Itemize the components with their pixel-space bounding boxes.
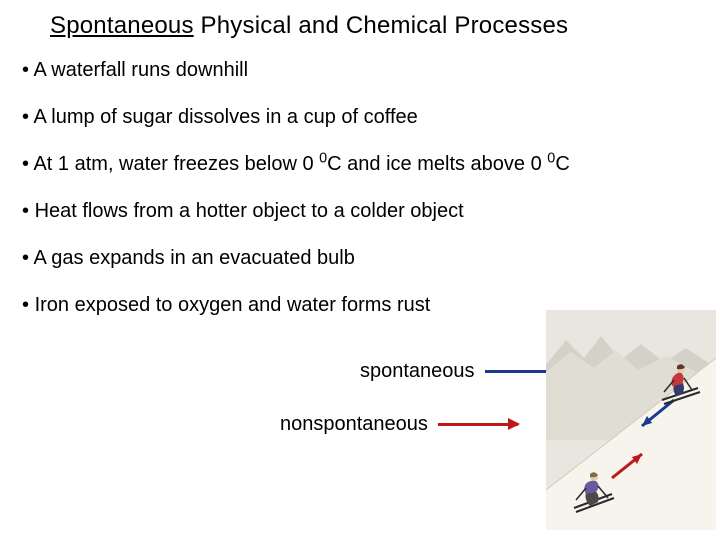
bullet-text: A waterfall runs downhill (33, 59, 248, 81)
bullet-text: A gas expands in an evacuated bulb (33, 247, 354, 269)
spontaneous-label: spontaneous (360, 360, 475, 383)
bullet-item: • A waterfall runs downhill (22, 58, 720, 83)
title-rest: Physical and Chemical Processes (194, 12, 569, 39)
title-underlined: Spontaneous (50, 12, 194, 39)
nonspontaneous-label-row: nonspontaneous (280, 413, 565, 436)
bullet-item: • A lump of sugar dissolves in a cup of … (22, 105, 720, 130)
bullet-text: At 1 atm, water freezes below 0 0C and i… (33, 153, 569, 175)
bullet-text: A lump of sugar dissolves in a cup of co… (33, 106, 417, 128)
nonspontaneous-label: nonspontaneous (280, 413, 428, 436)
bullet-text: Iron exposed to oxygen and water forms r… (35, 294, 431, 316)
bullet-list: • A waterfall runs downhill • A lump of … (0, 40, 720, 318)
bullet-item: • At 1 atm, water freezes below 0 0C and… (22, 152, 720, 177)
skier-illustration (546, 310, 716, 530)
bullet-item: • A gas expands in an evacuated bulb (22, 246, 720, 271)
slide-title: Spontaneous Physical and Chemical Proces… (0, 0, 720, 40)
arrow-nonspontaneous-icon (438, 423, 518, 426)
bullet-text: Heat flows from a hotter object to a col… (35, 200, 464, 222)
spontaneous-label-row: spontaneous (360, 360, 565, 383)
bullet-item: • Heat flows from a hotter object to a c… (22, 199, 720, 224)
direction-labels: spontaneous nonspontaneous (280, 360, 565, 436)
